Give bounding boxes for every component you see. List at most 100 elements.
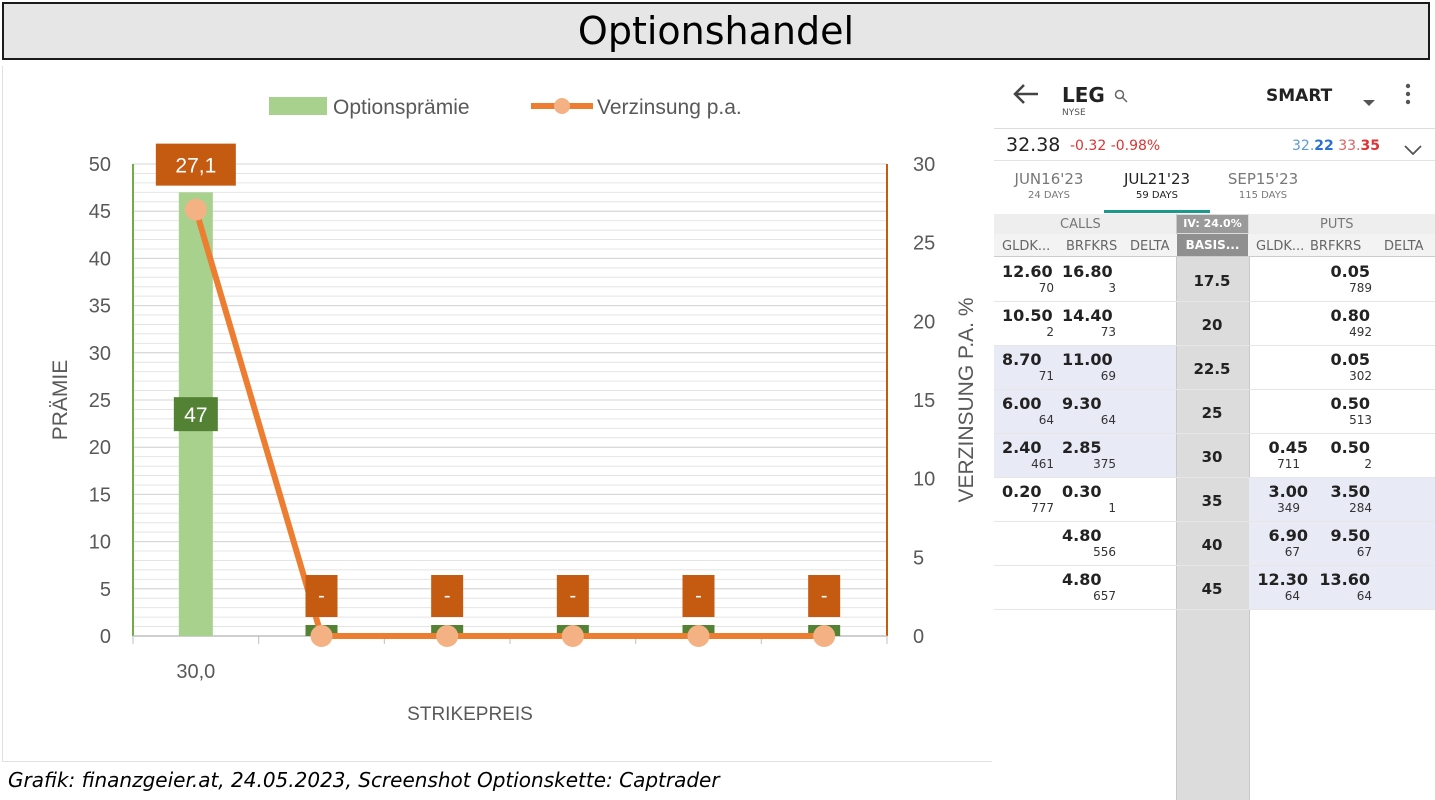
- price-change: -0.32 -0.98%: [1070, 138, 1160, 154]
- put-ask[interactable]: 0.05: [1330, 262, 1370, 281]
- calls-ask-header[interactable]: BRFKRS: [1066, 239, 1118, 254]
- row-divider: [994, 389, 1435, 390]
- put-bid[interactable]: 6.90: [1268, 526, 1308, 545]
- put-ask[interactable]: 0.05: [1330, 350, 1370, 369]
- strike-column: [1176, 214, 1250, 800]
- section-header-bar-right: [1249, 214, 1435, 234]
- call-bid-size: 70: [1038, 281, 1054, 295]
- put-ask[interactable]: 0.50: [1330, 438, 1370, 457]
- arrow-left-icon[interactable]: [1012, 82, 1040, 110]
- call-ask[interactable]: 4.80: [1062, 570, 1102, 589]
- y-tick-label: 15: [89, 484, 111, 506]
- route-select[interactable]: SMART: [1266, 86, 1333, 106]
- series-line: [192, 208, 825, 639]
- x-tick-label: 30,0: [176, 661, 215, 683]
- combo-chart: 0 5 10 15 20 25 30 35 40 45 50 0 5 10 15 20 25 30 30,0 STRI…: [49, 96, 978, 725]
- call-ask-size: 3: [1108, 281, 1116, 295]
- chart-panel: 0 5 10 15 20 25 30 35 40 45 50 0 5 10 15 20 25 30 30,0 STRI…: [2, 66, 992, 762]
- tab-jul21[interactable]: JUL21'23 59 DAYS: [1102, 170, 1212, 201]
- option-chain-panel: LEG NYSE SMART 32.38 -0.32 -0.98% 32.22 …: [994, 68, 1435, 800]
- price-change-abs: -0.32: [1070, 138, 1107, 154]
- y2-tick-label: 30: [913, 154, 935, 176]
- basis-header[interactable]: BASIS...: [1177, 234, 1248, 256]
- strike-price: 22.5: [1193, 360, 1231, 378]
- call-bid[interactable]: 10.50: [1002, 306, 1053, 325]
- put-ask[interactable]: 13.60: [1319, 570, 1370, 589]
- expand-chevron-icon[interactable]: [1404, 140, 1422, 159]
- line-data-label: -: [318, 585, 325, 607]
- strike-price: 25: [1201, 404, 1223, 422]
- bid-suffix: 22: [1314, 138, 1334, 154]
- y2-tick-label: 25: [913, 233, 935, 255]
- put-bid-size: 67: [1284, 545, 1300, 559]
- put-ask[interactable]: 0.80: [1330, 306, 1370, 325]
- call-ask[interactable]: 4.80: [1062, 526, 1102, 545]
- put-bid[interactable]: 0.45: [1268, 438, 1308, 457]
- tab-jun16[interactable]: JUN16'23 24 DAYS: [994, 170, 1104, 201]
- iv-badge: IV: 24.0%: [1177, 215, 1248, 233]
- call-bid[interactable]: 8.70: [1002, 350, 1042, 369]
- y2-tick-label: 10: [913, 469, 935, 491]
- legend-swatch-bar: [269, 97, 327, 115]
- call-ask[interactable]: 11.00: [1062, 350, 1113, 369]
- call-ask[interactable]: 14.40: [1062, 306, 1113, 325]
- tab-days: 115 DAYS: [1238, 190, 1288, 201]
- search-icon[interactable]: [1114, 88, 1128, 107]
- puts-delta-header[interactable]: DELTA: [1384, 239, 1424, 254]
- call-bid-size: 777: [1031, 501, 1054, 515]
- put-ask-size: 789: [1349, 281, 1372, 295]
- chevron-down-icon[interactable]: [1362, 92, 1376, 111]
- call-ask-size: 1: [1108, 501, 1116, 515]
- tab-sep15[interactable]: SEP15'23 115 DAYS: [1208, 170, 1318, 201]
- strike-price: 40: [1201, 536, 1223, 554]
- line-data-label: 27,1: [175, 155, 216, 178]
- line-data-label: -: [695, 585, 702, 607]
- puts-bid-header[interactable]: GLDK...: [1256, 239, 1305, 254]
- calls-bid-header[interactable]: GLDK...: [1002, 239, 1051, 254]
- line-data-label-box: [155, 143, 236, 186]
- exchange: NYSE: [1062, 108, 1086, 118]
- calls-delta-header[interactable]: DELTA: [1130, 239, 1170, 254]
- strike-price: 20: [1201, 316, 1223, 334]
- put-ask[interactable]: 9.50: [1330, 526, 1370, 545]
- puts-label: PUTS: [1320, 217, 1354, 232]
- strike-price: 17.5: [1193, 272, 1231, 290]
- last-price: 32.38: [1006, 134, 1061, 156]
- put-ask[interactable]: 3.50: [1330, 482, 1370, 501]
- call-ask[interactable]: 9.30: [1062, 394, 1102, 413]
- line-point: [687, 625, 710, 647]
- strike-price: 30: [1201, 448, 1223, 466]
- put-bid[interactable]: 12.30: [1257, 570, 1308, 589]
- line-point: [813, 625, 836, 647]
- call-ask[interactable]: 0.30: [1062, 482, 1102, 501]
- call-bid[interactable]: 2.40: [1002, 438, 1042, 457]
- bid-ask: 32.22 33.35: [1292, 138, 1380, 154]
- section-header-bar: [994, 214, 1176, 234]
- put-ask[interactable]: 0.50: [1330, 394, 1370, 413]
- y-tick-label: 25: [89, 390, 111, 412]
- put-ask-size: 302: [1349, 369, 1372, 383]
- line-data-label: -: [569, 585, 576, 607]
- line-data-label-box: [682, 575, 715, 617]
- y-tick-label: 40: [89, 248, 111, 270]
- quote-divider: [994, 160, 1435, 161]
- calls-label: CALLS: [1060, 217, 1101, 232]
- itm-put-shade: [1249, 566, 1435, 610]
- put-bid[interactable]: 3.00: [1268, 482, 1308, 501]
- y2-tick-label: 5: [913, 547, 924, 569]
- itm-put-shade: [1249, 478, 1435, 522]
- call-ask[interactable]: 2.85: [1062, 438, 1102, 457]
- call-bid[interactable]: 6.00: [1002, 394, 1042, 413]
- call-bid[interactable]: 12.60: [1002, 262, 1053, 281]
- y-tick-label: 30: [89, 343, 111, 365]
- put-bid-size: 349: [1277, 501, 1300, 515]
- puts-ask-header[interactable]: BRFKRS: [1310, 239, 1362, 254]
- call-ask[interactable]: 16.80: [1062, 262, 1113, 281]
- row-divider: [994, 609, 1435, 610]
- call-bid-size: 64: [1038, 413, 1054, 427]
- call-bid[interactable]: 0.20: [1002, 482, 1042, 501]
- active-tab-indicator: [1104, 210, 1210, 213]
- put-bid-size: 64: [1284, 589, 1300, 603]
- call-ask-size: 657: [1093, 589, 1116, 603]
- more-icon[interactable]: [1405, 82, 1411, 110]
